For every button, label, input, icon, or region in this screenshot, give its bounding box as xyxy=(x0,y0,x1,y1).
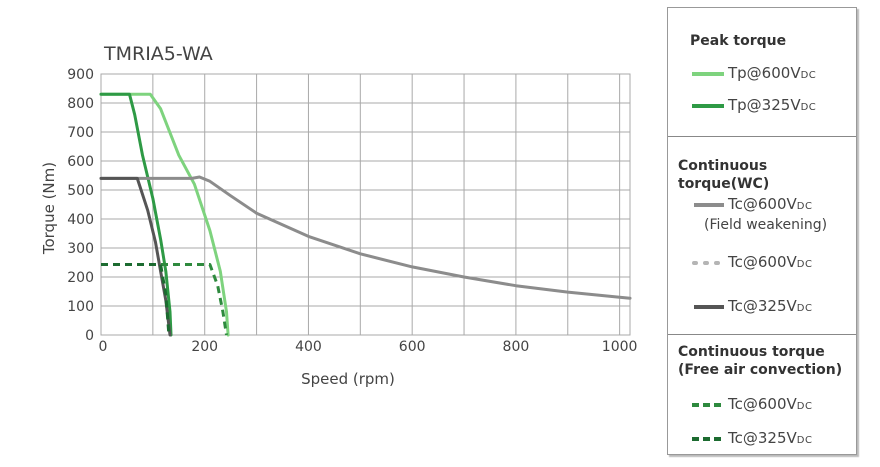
legend-label-tc600: Tc@600V xyxy=(728,253,797,271)
x-tick-label: 0 xyxy=(99,339,108,355)
legend-sub-tc600: DC xyxy=(796,259,813,270)
y-tick-label: 200 xyxy=(67,270,94,286)
x-axis-label: Speed (rpm) xyxy=(301,370,395,388)
legend-label-fa600: Tc@600V xyxy=(728,395,797,413)
legend-swatch-fa600 xyxy=(692,403,724,407)
series-line-tc600fw xyxy=(99,175,632,300)
x-tick-label: 400 xyxy=(295,339,322,355)
legend-sub-tc325: DC xyxy=(796,303,813,314)
y-tick-label: 300 xyxy=(67,241,94,257)
series-line-tp325 xyxy=(99,92,173,337)
legend-swatch-tp325 xyxy=(692,104,724,108)
chart-series xyxy=(99,92,632,337)
legend-swatch-tc600 xyxy=(692,261,726,265)
legend-sub-fa325: DC xyxy=(796,435,813,446)
x-tick-label: 600 xyxy=(399,339,426,355)
x-tick-label: 200 xyxy=(191,339,218,355)
y-tick-label: 900 xyxy=(67,67,94,83)
legend-section-peak: Peak torque Tp@600VDC Tp@325VDC xyxy=(668,8,856,136)
legend-swatch-tc325 xyxy=(694,305,724,309)
legend-swatch-fa325 xyxy=(692,437,724,441)
legend-sub-tp600: DC xyxy=(800,70,817,81)
y-tick-label: 400 xyxy=(67,212,94,228)
y-tick-label: 700 xyxy=(67,125,94,141)
legend-label-tc325: Tc@325V xyxy=(728,297,797,315)
y-tick-label: 600 xyxy=(67,154,94,170)
legend-label-tp600: Tp@600V xyxy=(728,64,801,82)
legend-heading-free-air-2: (Free air convection) xyxy=(678,362,843,378)
legend-label-tc600fw: Tc@600V xyxy=(728,195,797,213)
legend-section-wc: Continuous torque(WC) Tc@600VDC (Field w… xyxy=(668,136,856,334)
series-line-fa325 xyxy=(101,263,171,336)
legend-heading-free-air: Continuous torque xyxy=(678,344,825,360)
series-line-tp600 xyxy=(99,92,230,337)
chart-title: TMRIA5-WA xyxy=(103,43,213,65)
y-tick-label: 100 xyxy=(67,299,94,315)
x-tick-label: 1000 xyxy=(602,339,638,355)
chart-grid xyxy=(100,73,631,336)
chart-legend: Peak torque Tp@600VDC Tp@325VDC Continuo… xyxy=(667,7,857,455)
series-line-tc325 xyxy=(99,176,172,337)
y-tick-label: 0 xyxy=(85,328,94,344)
y-axis-label: Torque (Nm) xyxy=(40,162,58,255)
legend-label-tp325: Tp@325V xyxy=(728,96,801,114)
x-tick-label: 800 xyxy=(503,339,530,355)
series-line-fa600 xyxy=(101,263,228,336)
legend-label-fa325: Tc@325V xyxy=(728,429,797,447)
legend-heading-peak: Peak torque xyxy=(690,33,787,49)
legend-sub-tc600fw: DC xyxy=(796,201,813,212)
y-tick-label: 800 xyxy=(67,96,94,112)
y-tick-label: 500 xyxy=(67,183,94,199)
legend-swatch-tp600 xyxy=(692,72,724,76)
chart-ticks: 0 100 200 300 400 500 600 700 800 900 0 200 400 600 80… xyxy=(67,67,637,355)
legend-sub-tp325: DC xyxy=(800,102,817,113)
legend-swatch-tc600fw xyxy=(694,203,724,207)
plot-frame xyxy=(100,73,631,336)
legend-section-free-air: Continuous torque (Free air convection) … xyxy=(668,334,856,456)
legend-heading-wc: Continuous torque(WC) xyxy=(678,158,770,192)
torque-speed-chart: 0 100 200 300 400 500 600 700 800 900 0 200 400 600 80… xyxy=(40,43,637,388)
legend-note-field-weakening: (Field weakening) xyxy=(704,217,828,233)
legend-sub-fa600: DC xyxy=(796,401,813,412)
